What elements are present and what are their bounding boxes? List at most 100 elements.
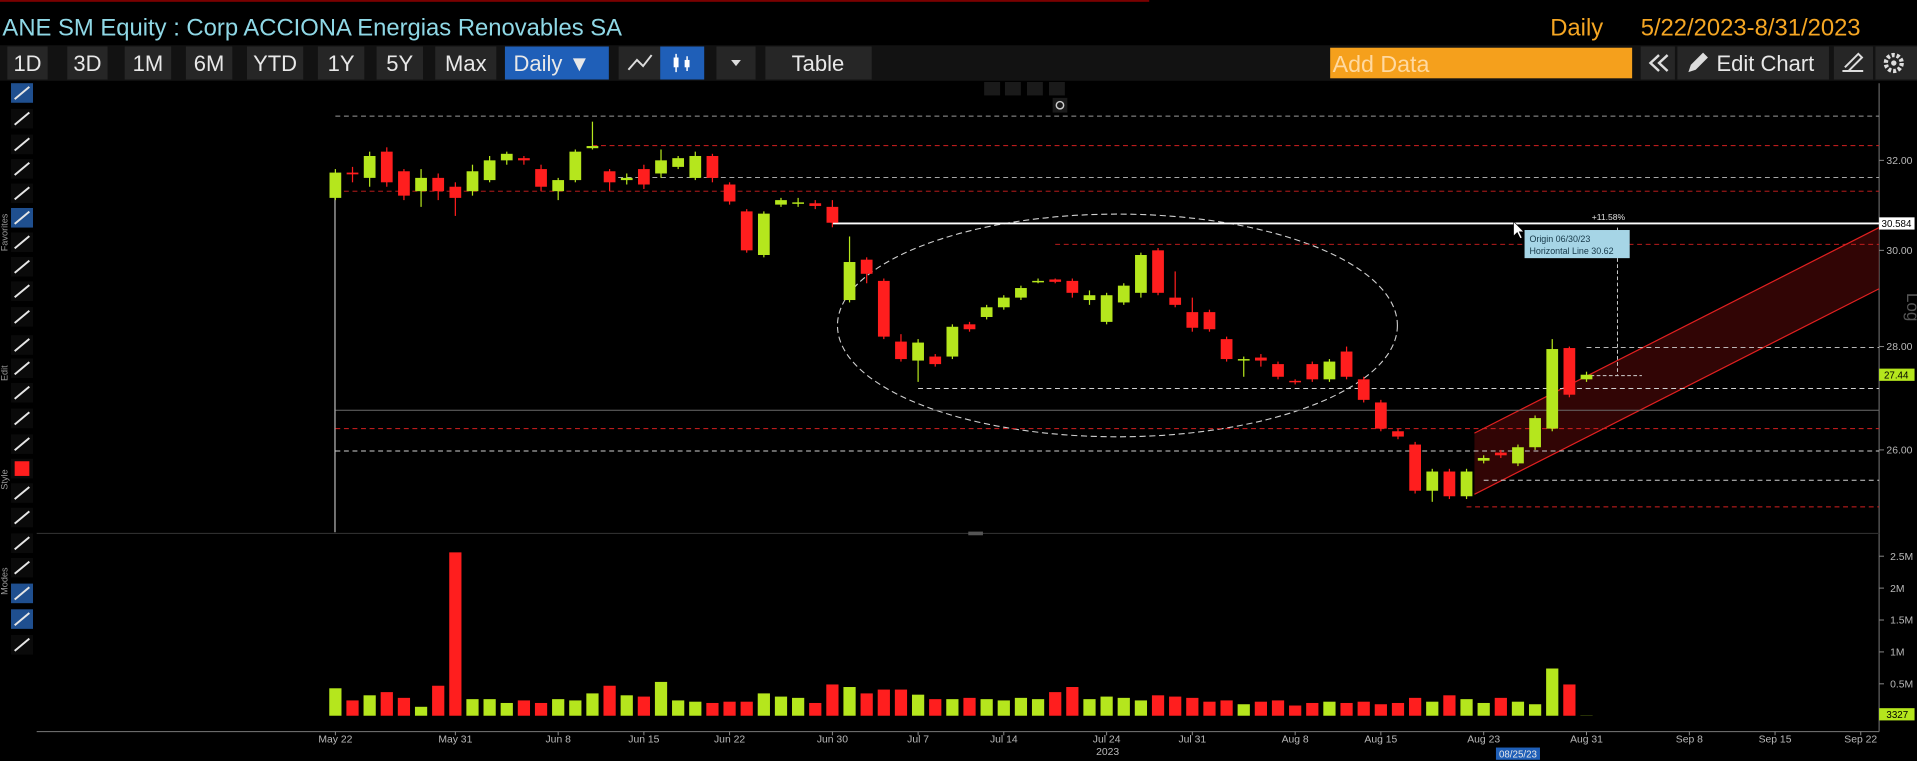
x-tick-label: Jul 14 [990,735,1018,746]
edit-chart-button[interactable] [1677,46,1829,80]
range-button-text[interactable]: 1Y [328,51,355,76]
tool-glyph [14,461,30,476]
volume-bar [603,685,616,716]
range-button[interactable] [124,46,172,80]
volume-bar [1083,699,1096,716]
table-button-text[interactable]: Table [792,51,845,76]
x-tick-label: Aug 23 [1467,735,1500,746]
x-tick-label: Sep 22 [1844,735,1877,746]
range-button[interactable] [376,46,424,80]
range-button[interactable] [246,46,304,80]
pane-handle[interactable] [968,531,983,536]
candle-body [723,184,736,202]
cursor-date-box [1495,747,1540,760]
gear-icon [1883,52,1904,74]
ellipse-drawing[interactable] [836,213,1398,438]
volume-bar [946,699,959,716]
range-button-text[interactable]: Max [445,51,487,76]
tool-glyph [14,637,30,652]
volume-bar [723,701,736,716]
candle-body [449,186,462,198]
candle-body [1152,250,1164,293]
volume-bar [1220,700,1233,716]
volume-bar [774,696,788,716]
y-tick-label: 32.00 [1886,156,1912,167]
range-button-text[interactable]: 1D [13,51,41,76]
x-tick-label: Jun 30 [817,735,848,746]
pencil-icon [1688,52,1708,73]
channel-upper-line[interactable] [1474,227,1880,434]
tooltip-line: Horizontal Line 30.62 [1529,246,1613,256]
annotate-button[interactable] [1833,46,1873,80]
add-data-placeholder[interactable]: Add Data [1333,51,1430,77]
candle-body [1529,418,1541,448]
candle-body [1066,280,1079,293]
mini-button[interactable] [1048,81,1065,96]
range-button-text[interactable]: YTD [253,51,297,76]
x-tick-label: May 22 [318,735,352,746]
range-button-text[interactable]: 5Y [386,51,413,76]
volume-bar [380,692,393,716]
volume-bar [740,701,753,716]
volume-bar [997,700,1010,716]
volume-bar [329,688,342,716]
volume-bar [534,702,548,716]
range-button-text[interactable]: 6M [194,51,225,76]
tool-glyph [14,284,30,299]
volume-bar [1443,695,1456,716]
volume-tick-label: 0.5M [1890,679,1913,690]
frequency-button[interactable] [504,46,609,80]
edit-chart-text[interactable]: Edit Chart [1716,51,1814,76]
channel-fill[interactable] [1474,227,1880,495]
candle-body [929,356,942,365]
range-button[interactable] [185,46,233,80]
volume-bar [1186,697,1199,716]
range-button[interactable] [7,46,48,80]
range-button-text[interactable]: 1M [133,51,164,76]
table-button[interactable] [765,46,872,80]
range-button[interactable] [67,46,108,80]
add-data-input[interactable] [1330,47,1633,79]
x-tick-label: Sep 15 [1759,735,1792,746]
volume-bar [826,684,839,716]
last-price-tag [1879,368,1915,381]
volume-bar [1014,697,1028,716]
volume-bar [1460,699,1473,716]
channel-lower-line[interactable] [1474,288,1880,495]
candle-body [569,151,582,181]
candle-body [826,206,839,223]
candle-body [552,180,565,192]
volume-tick-label: 2.5M [1890,552,1913,563]
candle-body [1049,279,1062,282]
range-button[interactable] [317,46,365,80]
mini-button[interactable] [1004,81,1021,96]
candle-body [689,155,702,178]
candle-body [603,171,616,183]
volume-bar [1134,700,1148,716]
volume-bar [1203,701,1216,716]
candle-body [346,172,359,175]
volume-tick-label: 1.5M [1890,616,1913,627]
candle-chart-button[interactable] [660,46,705,80]
horizontal-line-tag [1879,217,1915,230]
volume-bar [1151,695,1165,716]
candle-body [1220,339,1233,360]
volume-bar [1237,704,1250,716]
frequency-button-text[interactable]: Daily ▼ [513,51,590,76]
candle-body [466,171,479,192]
candle-body [1169,297,1182,305]
mini-button[interactable] [984,81,1001,96]
candle-icon-body [673,57,679,68]
dropdown-icon [731,59,741,67]
range-button-text[interactable]: 3D [73,51,101,76]
volume-bar [363,695,376,716]
mini-button[interactable] [1052,97,1068,113]
x-tick-label: Aug 15 [1364,735,1397,746]
volume-bar [620,695,633,716]
header-bar [0,0,1917,46]
mini-button[interactable] [1026,81,1043,96]
tooltip-line: Origin 06/30/23 [1529,234,1590,244]
range-button[interactable] [435,46,497,80]
